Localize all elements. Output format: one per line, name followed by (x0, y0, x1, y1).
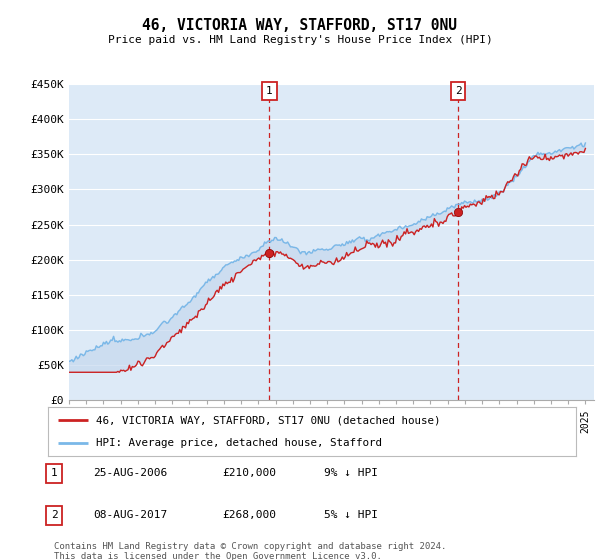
Text: Contains HM Land Registry data © Crown copyright and database right 2024.
This d: Contains HM Land Registry data © Crown c… (54, 542, 446, 560)
Text: 2: 2 (50, 510, 58, 520)
Text: HPI: Average price, detached house, Stafford: HPI: Average price, detached house, Staf… (95, 438, 382, 448)
Text: 1: 1 (266, 86, 273, 96)
Text: £210,000: £210,000 (222, 468, 276, 478)
Text: 46, VICTORIA WAY, STAFFORD, ST17 0NU (detached house): 46, VICTORIA WAY, STAFFORD, ST17 0NU (de… (95, 416, 440, 426)
Text: 08-AUG-2017: 08-AUG-2017 (93, 510, 167, 520)
Text: 1: 1 (50, 468, 58, 478)
Text: 5% ↓ HPI: 5% ↓ HPI (324, 510, 378, 520)
Text: 9% ↓ HPI: 9% ↓ HPI (324, 468, 378, 478)
Text: Price paid vs. HM Land Registry's House Price Index (HPI): Price paid vs. HM Land Registry's House … (107, 35, 493, 45)
Text: £268,000: £268,000 (222, 510, 276, 520)
Text: 25-AUG-2006: 25-AUG-2006 (93, 468, 167, 478)
Text: 46, VICTORIA WAY, STAFFORD, ST17 0NU: 46, VICTORIA WAY, STAFFORD, ST17 0NU (143, 18, 458, 33)
Text: 2: 2 (455, 86, 461, 96)
